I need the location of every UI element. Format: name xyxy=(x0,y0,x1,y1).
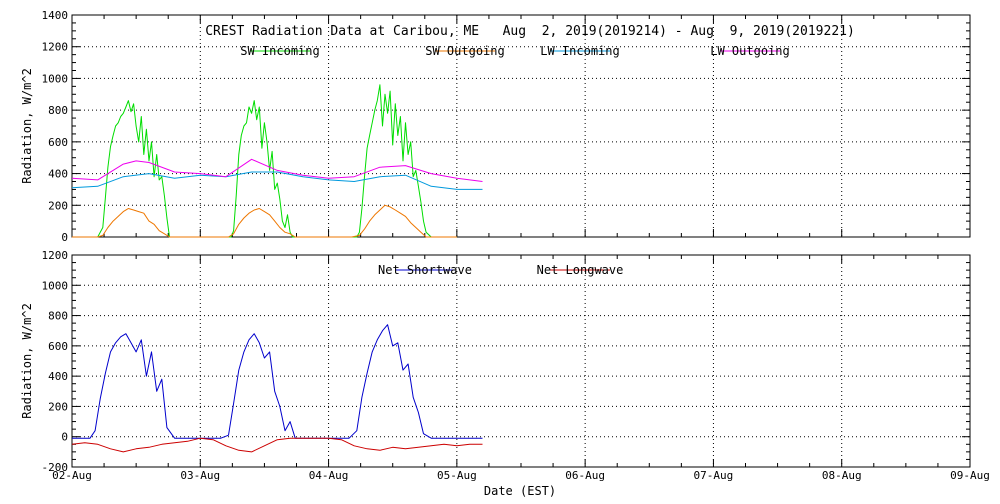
y-tick-label: 1200 xyxy=(42,249,69,262)
x-tick-label: 07-Aug xyxy=(694,469,734,482)
y-tick-label: 400 xyxy=(48,168,68,181)
y-tick-label: 400 xyxy=(48,370,68,383)
x-tick-label: 03-Aug xyxy=(180,469,220,482)
y-axis-label: Radiation, W/m^2 xyxy=(20,68,34,184)
y-tick-label: 200 xyxy=(48,199,68,212)
y-tick-label: 0 xyxy=(61,231,68,244)
chart-title: CREST Radiation Data at Caribou, ME Aug … xyxy=(205,24,855,39)
series-line-net-shortwave xyxy=(72,324,483,439)
x-tick-label: 04-Aug xyxy=(309,469,349,482)
legend-label: Net Longwave xyxy=(537,263,624,277)
bottom-panel: -200 0 200 400 600 800 1000 1200 Radiation, W/m^… xyxy=(20,249,990,498)
x-tick-label: 06-Aug xyxy=(565,469,605,482)
x-tick-label: 08-Aug xyxy=(822,469,862,482)
y-tick-label: 1400 xyxy=(42,9,69,22)
y-tick-label: 1000 xyxy=(42,72,69,85)
plot-frame xyxy=(71,14,971,238)
series-line-sw-outgoing xyxy=(72,204,457,238)
y-tick-label: 200 xyxy=(48,400,68,413)
series-line-net-longwave xyxy=(71,437,483,453)
y-tick-label: 600 xyxy=(48,136,68,149)
y-tick-label: 1200 xyxy=(42,41,69,54)
series-line-sw-incoming xyxy=(72,84,457,238)
legend-label: SW Incoming xyxy=(240,44,319,58)
y-tick-label: 1000 xyxy=(42,279,69,292)
x-tick-label: 09-Aug xyxy=(950,469,990,482)
legend-label: SW Outgoing xyxy=(425,44,504,58)
x-tick-label: 05-Aug xyxy=(437,469,477,482)
series-line-lw-outgoing xyxy=(71,158,483,182)
x-axis-label: Date (EST) xyxy=(484,484,556,498)
x-tick-label: 02-Aug xyxy=(52,469,92,482)
y-axis-label: Radiation, W/m^2 xyxy=(20,303,34,419)
plot-frame xyxy=(71,254,971,468)
top-panel: 0 200 400 600 800 1000 1200 1400 Radiation, W/m^… xyxy=(20,9,971,244)
y-tick-label: 800 xyxy=(48,310,68,323)
legend-label: LW Outgoing xyxy=(710,44,789,58)
legend-label: Net Shortwave xyxy=(378,263,472,277)
y-tick-label: -200 xyxy=(42,461,69,474)
series-line-lw-incoming xyxy=(71,171,483,190)
legend-label: LW Incoming xyxy=(540,44,619,58)
y-tick-label: 800 xyxy=(48,104,68,117)
y-tick-label: 600 xyxy=(48,340,68,353)
y-tick-label: 0 xyxy=(61,431,68,444)
